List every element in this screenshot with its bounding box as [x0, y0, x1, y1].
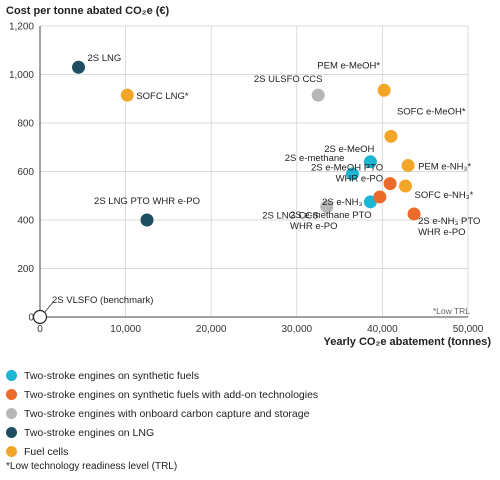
point-label: 2S e-NH₃ [322, 197, 362, 208]
legend-item-synthetic: Two-stroke engines on synthetic fuels [6, 366, 318, 385]
point-label: 2S e-methane PTO WHR e-PO [290, 210, 372, 232]
data-point [383, 177, 397, 191]
data-points [32, 60, 421, 325]
legend-swatch [6, 427, 17, 438]
data-point [377, 83, 391, 97]
data-point [373, 190, 387, 204]
point-label: 2S LNG [88, 53, 122, 64]
x-tick-label: 50,000 [453, 324, 484, 335]
legend-label: Fuel cells [24, 445, 69, 458]
legend-item-ccs: Two-stroke engines with onboard carbon c… [6, 404, 318, 423]
legend: Two-stroke engines on synthetic fuels Two… [6, 366, 318, 461]
point-label: 2S LNG PTO WHR e-PO [94, 196, 200, 207]
x-tick-label: 30,000 [282, 324, 313, 335]
grid-lines [40, 25, 469, 317]
point-label: 2S VLSFO (benchmark) [52, 295, 153, 306]
point-label: 2S ULSFO CCS [254, 74, 323, 85]
y-tick-label: 400 [17, 216, 34, 227]
x-tick-label: 40,000 [367, 324, 398, 335]
y-tick-label: 1,200 [9, 22, 34, 33]
data-point [140, 213, 154, 227]
label-leader-line [44, 300, 55, 313]
point-label: 2S e-methane [285, 153, 345, 164]
y-axis-label: Cost per tonne abated CO₂e (€) [6, 5, 170, 17]
legend-item-lng: Two-stroke engines on LNG [6, 423, 318, 442]
data-point [345, 167, 359, 181]
x-tick-label: 10,000 [110, 324, 141, 335]
legend-label: Two-stroke engines on synthetic fuels [24, 369, 200, 382]
point-label: SOFC LNG* [136, 91, 189, 102]
scatter-chart: 0 200 400 600 800 1,000 1,200 0 10,000 20,000 30,… [6, 5, 492, 348]
data-point [399, 179, 413, 193]
point-labels: 2S LNG SOFC LNG* 2S ULSFO CCS PEM e-MeOH* SO… [52, 53, 480, 306]
legend-swatch [6, 389, 17, 400]
legend-label: Two-stroke engines on synthetic fuels wi… [24, 388, 319, 401]
data-point [384, 129, 398, 143]
x-axis-label: Yearly CO₂e abatement (tonnes) [324, 336, 492, 348]
data-point-benchmark [32, 309, 48, 325]
legend-swatch [6, 446, 17, 457]
data-point [120, 88, 134, 102]
y-tick-label: 800 [17, 119, 34, 130]
legend-item-addon: Two-stroke engines on synthetic fuels wi… [6, 385, 318, 404]
legend-label: Two-stroke engines with onboard carbon c… [24, 407, 310, 420]
point-label: SOFC e-MeOH* [397, 106, 466, 117]
point-label: PEM e-NH₃* [418, 161, 471, 172]
y-tick-labels: 0 200 400 600 800 1,000 1,200 [9, 22, 34, 324]
data-point [320, 200, 334, 214]
y-tick-label: 0 [28, 313, 34, 324]
point-label: 2S e-MeOH [324, 144, 374, 155]
point-label: PEM e-MeOH* [317, 60, 380, 71]
legend-swatch [6, 408, 17, 419]
y-tick-label: 1,000 [9, 70, 34, 81]
low-trl-note: *Low TRL [433, 306, 470, 316]
x-tick-label: 0 [37, 324, 43, 335]
legend-swatch [6, 370, 17, 381]
data-point [72, 60, 86, 74]
legend-label: Two-stroke engines on LNG [24, 426, 155, 439]
axes [39, 26, 468, 318]
y-tick-label: 600 [17, 167, 34, 178]
data-point [407, 207, 421, 221]
data-point [311, 88, 325, 102]
data-point [401, 158, 415, 172]
point-label: SOFC e-NH₃* [415, 190, 474, 201]
x-tick-label: 20,000 [196, 324, 227, 335]
legend-item-fuelcell: Fuel cells [6, 442, 318, 461]
y-tick-label: 200 [17, 264, 34, 275]
point-label: 2S e-MeOH PTO WHR e-PO [311, 163, 383, 185]
footnote: *Low technology readiness level (TRL) [6, 461, 178, 472]
point-label: 2S e-NH₃ PTO WHR e-PO [418, 216, 480, 238]
x-tick-labels: 0 10,000 20,000 30,000 40,000 50,000 [37, 324, 484, 335]
point-label: 2S LNG CCS [262, 211, 319, 222]
data-point [363, 155, 377, 169]
